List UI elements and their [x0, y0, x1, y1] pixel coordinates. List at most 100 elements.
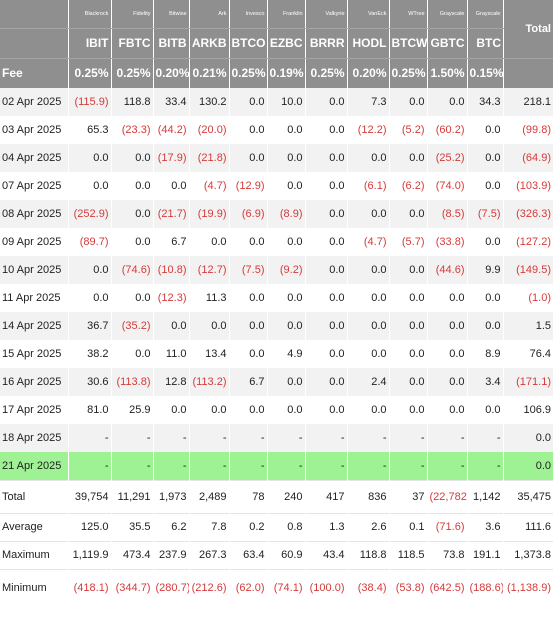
flow-value: (74.6) [111, 256, 154, 284]
issuer-name: VanEck [347, 0, 390, 29]
fee-label: Fee [0, 58, 69, 88]
flow-value: (8.5) [427, 200, 468, 228]
flow-value: (6.2) [389, 172, 428, 200]
flow-value: (113.8) [111, 368, 154, 396]
flow-value: 11.0 [153, 340, 190, 368]
row-total: 76.4 [503, 340, 553, 368]
flow-value: 0.0 [389, 88, 428, 116]
flow-value: 0.0 [111, 172, 154, 200]
summary-value: 118.8 [347, 540, 390, 569]
flow-value: 0.0 [153, 172, 190, 200]
fee-value: 0.15% [467, 58, 504, 88]
flow-value: 25.9 [111, 396, 154, 424]
flow-value: (5.7) [389, 228, 428, 256]
flow-value: - [111, 424, 154, 452]
flow-value: 0.0 [229, 312, 268, 340]
flow-value: 0.0 [68, 172, 112, 200]
flow-value: 0.0 [189, 396, 230, 424]
summary-value: 43.4 [305, 540, 348, 569]
flow-value: - [68, 452, 112, 480]
table-body: 02 Apr 2025 (115.9) 118.8 33.4 130.2 0.0 10.0 0… [0, 88, 553, 606]
flow-value: - [153, 452, 190, 480]
flow-value: 0.0 [389, 200, 428, 228]
flow-value: 34.3 [467, 88, 504, 116]
ticker-symbol: BRRR [305, 28, 348, 59]
flow-value: - [153, 424, 190, 452]
summary-value: 417 [305, 479, 348, 513]
row-total: (127.2) [503, 228, 553, 256]
flow-value: - [189, 424, 230, 452]
flow-value: 0.0 [111, 340, 154, 368]
summary-value: 0.2 [229, 512, 268, 541]
flow-value: 0.0 [267, 144, 306, 172]
flow-value: 0.0 [389, 144, 428, 172]
row-date: 09 Apr 2025 [0, 228, 69, 256]
flow-value: - [189, 452, 230, 480]
flow-value: - [467, 452, 504, 480]
fee-value: 0.20% [347, 58, 390, 88]
table-row: 17 Apr 2025 81.0 25.9 0.0 0.0 0.0 0.0 0.0 0.0 0.0… [0, 396, 553, 424]
flow-value: 0.0 [111, 144, 154, 172]
ticker-symbol: BTC [467, 28, 503, 59]
flow-value: (44.2) [153, 116, 190, 144]
flow-value: (60.2) [427, 116, 468, 144]
summary-value: 11,291 [111, 479, 154, 513]
summary-value: (74.1) [267, 568, 306, 606]
table-row: 11 Apr 2025 0.0 0.0 (12.3) 11.3 0.0 0.0 0.0 0.0 0… [0, 284, 553, 312]
row-date: 10 Apr 2025 [0, 256, 69, 284]
summary-value: (280.7) [153, 568, 190, 606]
issuer-name: Fidelity [111, 0, 154, 29]
row-total: (103.9) [503, 172, 553, 200]
fee-value: 0.25% [68, 58, 112, 88]
issuer-name: Franklin [267, 0, 306, 29]
table-row: 15 Apr 2025 38.2 0.0 11.0 13.4 0.0 4.9 0.0 0.0 0.… [0, 340, 553, 368]
flow-value: - [467, 424, 504, 452]
row-total: (326.3) [503, 200, 553, 228]
summary-value: 0.8 [267, 512, 306, 541]
flow-value: (35.2) [111, 312, 154, 340]
flow-value: 0.0 [229, 340, 268, 368]
flow-value: 0.0 [389, 396, 428, 424]
ticker-row: IBIT FBTC BITB ARKB BTCO EZBC BRRR HODL BTCW GBTC… [0, 28, 553, 59]
flow-value: 0.0 [347, 396, 390, 424]
row-total: (99.8) [503, 116, 553, 144]
summary-label: Total [0, 479, 69, 513]
summary-label: Minimum [0, 568, 69, 606]
flow-value: 0.0 [305, 312, 348, 340]
row-date: 14 Apr 2025 [0, 312, 69, 340]
fee-value: 0.21% [189, 58, 230, 88]
row-date: 15 Apr 2025 [0, 340, 69, 368]
row-date: 08 Apr 2025 [0, 200, 69, 228]
flow-value: 0.0 [427, 284, 468, 312]
flow-value: (25.2) [427, 144, 468, 172]
row-date: 21 Apr 2025 [0, 452, 69, 480]
summary-value: 1.3 [305, 512, 348, 541]
summary-row-min: Minimum (418.1) (344.7) (280.7) (212.6) (62.0… [0, 568, 553, 606]
row-total: (64.9) [503, 144, 553, 172]
flow-value: (12.2) [347, 116, 390, 144]
flow-value: 0.0 [153, 396, 190, 424]
issuer-name: Blackrock [68, 0, 112, 29]
flow-value: 0.0 [267, 396, 306, 424]
summary-value: (22,782) [427, 479, 468, 513]
fee-value: 1.50% [427, 58, 468, 88]
flow-value: 0.0 [229, 144, 268, 172]
summary-value: (642.5) [427, 568, 468, 606]
flow-value: 0.0 [427, 340, 468, 368]
table-row: 18 Apr 2025- - - - - - - - - - -0.0 [0, 424, 553, 452]
fee-value: 0.20% [153, 58, 190, 88]
flow-value: (4.7) [347, 228, 390, 256]
flow-value: (5.2) [389, 116, 428, 144]
ticker-symbol [0, 28, 69, 59]
issuer-name: Valkyrie [305, 0, 348, 29]
flow-value: (21.7) [153, 200, 190, 228]
summary-value: 3.6 [467, 512, 504, 541]
summary-value: (53.8) [389, 568, 428, 606]
flow-value: (8.9) [267, 200, 306, 228]
flow-value: 8.9 [467, 340, 504, 368]
row-date: 04 Apr 2025 [0, 144, 69, 172]
flow-value: 81.0 [68, 396, 112, 424]
flow-value: (6.9) [229, 200, 268, 228]
flow-value: (23.3) [111, 116, 154, 144]
flow-value: (12.3) [153, 284, 190, 312]
